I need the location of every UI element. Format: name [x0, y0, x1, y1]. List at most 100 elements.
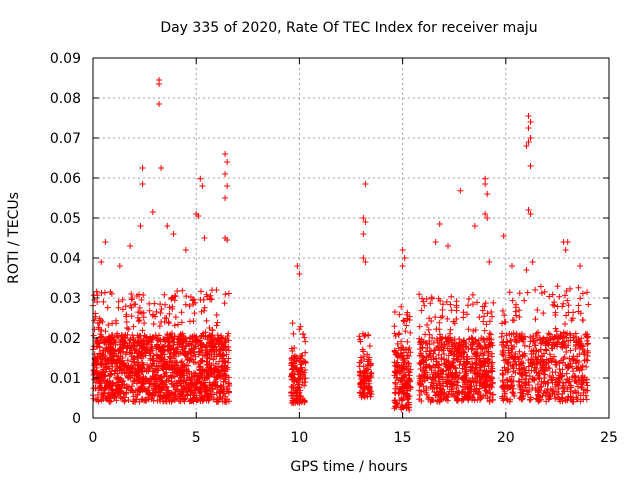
data-point-plus	[521, 297, 528, 304]
data-point-plus	[416, 346, 423, 353]
data-point-plus	[445, 365, 452, 372]
data-point-plus	[461, 349, 468, 356]
data-point-plus	[394, 340, 401, 347]
data-point-plus	[544, 387, 551, 394]
data-point-plus	[475, 388, 482, 395]
data-point-plus	[163, 315, 170, 322]
data-point-plus	[186, 318, 193, 325]
data-point-plus	[288, 392, 295, 399]
data-point-plus	[406, 344, 413, 351]
data-point-plus	[470, 339, 477, 346]
data-point-plus	[403, 391, 410, 398]
data-point-plus	[469, 394, 476, 401]
data-point-plus	[184, 374, 191, 381]
data-point-plus	[406, 313, 413, 320]
data-point-plus	[299, 379, 306, 386]
data-point-plus	[537, 384, 544, 391]
data-point-plus	[170, 342, 177, 349]
data-point-plus	[565, 342, 572, 349]
data-point-plus	[445, 352, 452, 359]
data-point-plus	[423, 295, 430, 302]
data-point-plus	[512, 369, 519, 376]
data-point-plus	[584, 334, 591, 341]
data-point-plus	[208, 394, 215, 401]
data-point-plus	[170, 383, 177, 390]
data-point-plus	[98, 259, 105, 265]
data-point-plus	[293, 392, 300, 399]
data-point-plus	[123, 319, 130, 326]
data-point-plus	[552, 311, 559, 318]
data-point-plus	[101, 384, 108, 391]
data-point-plus	[200, 379, 207, 386]
data-point-plus	[553, 332, 560, 339]
data-point-plus	[416, 360, 423, 367]
data-point-plus	[171, 297, 178, 304]
data-point-plus	[542, 339, 549, 346]
data-point-plus	[535, 329, 542, 336]
data-point-plus	[108, 368, 115, 375]
data-point-plus	[299, 396, 306, 403]
data-point-plus	[481, 368, 488, 375]
data-point-plus	[192, 299, 199, 306]
data-point-plus	[209, 385, 216, 392]
data-point-plus	[212, 336, 219, 343]
data-point-plus	[431, 388, 438, 395]
data-point-plus	[111, 360, 118, 367]
data-point-plus	[583, 363, 590, 370]
data-point-plus	[549, 369, 556, 376]
data-point-plus	[501, 390, 508, 397]
data-point-plus	[204, 355, 211, 362]
data-point-plus	[426, 363, 433, 370]
data-point-plus	[433, 335, 440, 342]
data-point-plus	[442, 378, 449, 385]
data-point-plus	[195, 351, 202, 358]
data-point-plus	[437, 370, 444, 377]
data-point-plus	[570, 309, 577, 316]
data-point-plus	[139, 375, 146, 382]
data-point-plus	[175, 336, 182, 343]
plot-frame	[92, 57, 610, 419]
data-point-plus	[579, 372, 586, 379]
x-tick-label: 20	[497, 430, 515, 446]
data-point-plus	[361, 390, 368, 397]
data-point-plus	[465, 326, 472, 333]
data-point-plus	[131, 354, 138, 361]
data-point-plus	[360, 255, 367, 261]
data-point-plus	[224, 183, 231, 189]
data-point-plus	[508, 349, 515, 356]
data-point-plus	[531, 364, 538, 371]
data-point-plus	[499, 351, 506, 358]
data-point-plus	[219, 373, 226, 380]
data-point-plus	[579, 316, 586, 323]
data-point-plus	[131, 347, 138, 354]
data-point-plus	[92, 313, 99, 320]
data-point-plus	[174, 288, 181, 295]
data-point-plus	[433, 384, 440, 391]
data-point-plus	[132, 362, 139, 369]
data-point-plus	[457, 351, 464, 358]
data-point-plus	[204, 387, 211, 394]
data-point-plus	[225, 290, 232, 297]
data-point-plus	[138, 310, 145, 317]
data-point-plus	[391, 372, 398, 379]
data-point-plus	[222, 291, 229, 298]
data-point-plus	[558, 357, 565, 364]
data-point-plus	[163, 369, 170, 376]
data-point-plus	[222, 346, 229, 353]
data-point-plus	[208, 296, 215, 303]
data-point-plus	[214, 319, 221, 326]
data-point-plus	[394, 383, 401, 390]
data-point-plus	[561, 292, 568, 299]
data-point-plus	[504, 382, 511, 389]
data-point-plus	[116, 346, 123, 353]
data-point-plus	[505, 347, 512, 354]
data-point-plus	[400, 394, 407, 401]
data-point-plus	[168, 363, 175, 370]
data-point-plus	[115, 334, 122, 341]
data-point-plus	[183, 367, 190, 374]
data-point-plus	[515, 355, 522, 362]
data-point-plus	[523, 143, 530, 149]
data-point-plus	[499, 320, 506, 327]
data-point-plus	[122, 331, 129, 338]
data-point-plus	[210, 379, 217, 386]
